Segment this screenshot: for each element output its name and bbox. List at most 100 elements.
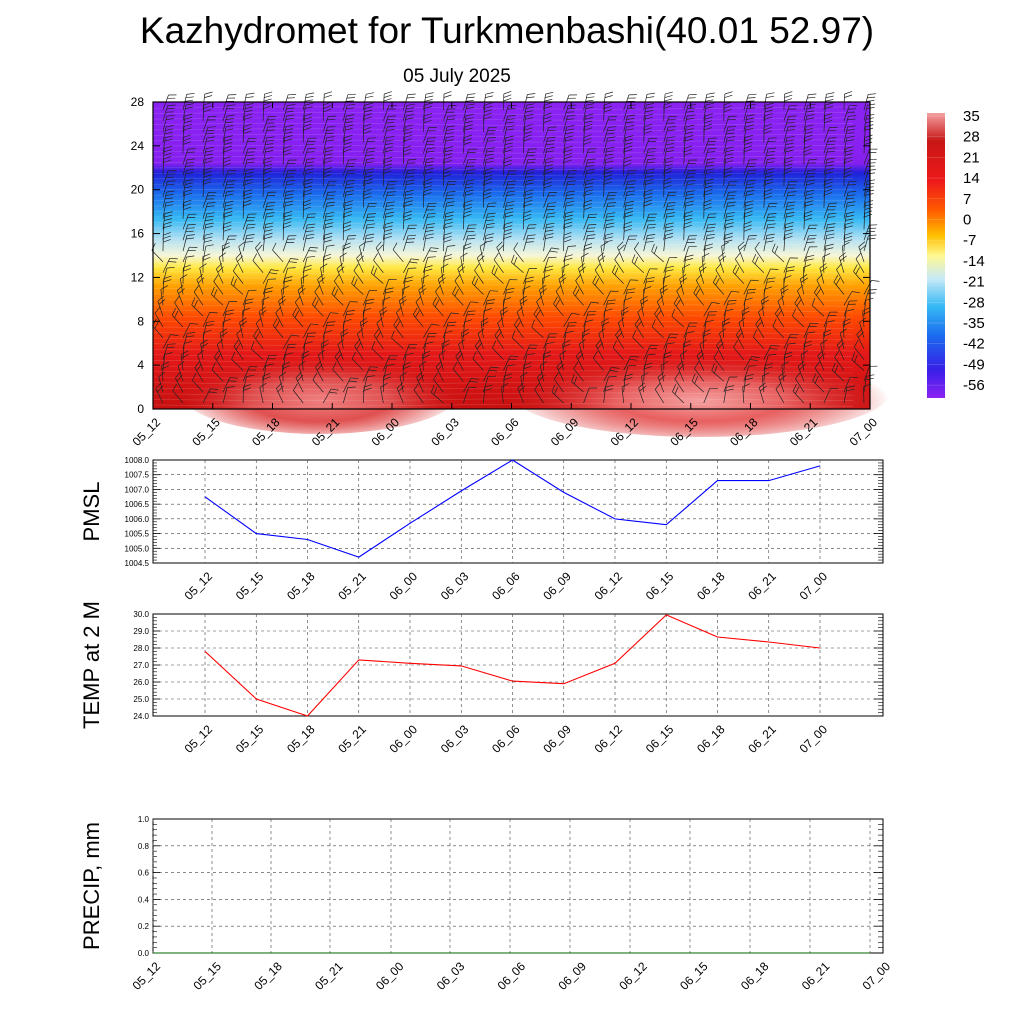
wind-barb — [803, 159, 817, 176]
colorbar-label: 21 — [963, 149, 980, 166]
wind-barb — [162, 275, 172, 295]
wind-barb — [282, 135, 293, 154]
wind-barb — [763, 213, 777, 230]
wind-barb — [733, 340, 745, 360]
wind-barb — [342, 377, 359, 393]
wind-barb — [342, 301, 358, 317]
wind-barb — [683, 104, 696, 121]
wind-barb — [230, 276, 244, 295]
wind-barb — [342, 200, 354, 219]
wind-barb — [583, 168, 595, 187]
wind-barb — [573, 361, 584, 382]
wind-barb — [723, 146, 735, 165]
x-tick-label: 05_18 — [284, 722, 318, 756]
wind-barb — [452, 361, 464, 382]
wind-barb — [683, 221, 693, 241]
wind-barb — [563, 170, 577, 187]
wind-barb — [583, 224, 597, 241]
y-tick-label: 1.0 — [138, 815, 150, 824]
wind-barb — [282, 258, 299, 273]
wind-barb — [262, 146, 274, 165]
wind-barb — [162, 180, 176, 197]
wind-barb — [162, 352, 173, 371]
wind-barb — [634, 242, 644, 263]
wind-barb — [514, 318, 524, 339]
isoline — [153, 249, 854, 253]
wind-barb — [503, 135, 514, 154]
wind-barb — [322, 156, 333, 176]
wind-barb — [783, 211, 795, 230]
wind-barb — [278, 371, 287, 393]
wind-barb — [182, 199, 192, 219]
wind-barb — [623, 373, 633, 393]
wind-barb — [314, 285, 324, 306]
wind-barb — [423, 247, 439, 263]
x-tick-label: 06_03 — [428, 415, 462, 449]
wind-barb — [162, 334, 179, 349]
wind-barb — [763, 137, 777, 154]
wind-barb — [275, 306, 284, 328]
wind-barb — [376, 317, 384, 339]
wind-barb — [583, 301, 600, 317]
wind-barb — [623, 180, 636, 197]
isoline — [152, 139, 853, 143]
wind-barb — [202, 177, 212, 197]
wind-barb — [382, 287, 394, 306]
wind-barb — [816, 274, 825, 295]
wind-barb — [443, 191, 456, 208]
wind-barb — [803, 103, 816, 121]
wind-barb — [663, 136, 676, 154]
wind-barb — [783, 266, 795, 284]
wind-barb — [463, 224, 477, 241]
wind-barb — [322, 191, 336, 208]
wind-barb — [255, 317, 264, 339]
wind-barb — [583, 213, 598, 230]
wind-barb — [382, 278, 397, 295]
wind-barb — [222, 124, 234, 143]
wind-barb — [695, 274, 705, 295]
wind-barb — [463, 189, 474, 208]
wind-barb — [523, 189, 534, 208]
wind-barb — [812, 373, 825, 393]
wind-barb — [282, 352, 294, 371]
wind-barb — [563, 114, 576, 132]
wind-barb — [743, 365, 757, 382]
wind-barb — [472, 351, 484, 371]
wind-barb — [382, 167, 392, 186]
wind-barb — [302, 158, 315, 176]
wind-barb — [222, 221, 232, 241]
wind-barb — [281, 361, 290, 382]
series-line — [204, 614, 821, 717]
wind-barb — [663, 351, 672, 371]
wind-barb — [643, 362, 653, 382]
wind-barb — [814, 285, 825, 306]
wind-barb — [623, 170, 637, 187]
isoline — [152, 387, 854, 390]
x-tick-label: 06_18 — [694, 569, 728, 603]
wind-barb — [342, 159, 357, 176]
wind-barb — [743, 279, 759, 295]
wind-barb — [843, 309, 855, 328]
wind-barb — [391, 330, 404, 350]
wind-barb — [402, 189, 414, 208]
wind-barb — [803, 210, 813, 230]
wind-barb — [162, 156, 172, 176]
wind-barb — [342, 235, 357, 252]
wind-barb — [703, 147, 717, 165]
wind-barb — [423, 137, 437, 154]
wind-barb — [242, 383, 252, 404]
wind-barb — [471, 275, 484, 295]
wind-barb — [676, 284, 685, 306]
wind-barb — [202, 191, 217, 208]
wind-barb — [795, 371, 805, 393]
wind-barb — [382, 125, 396, 143]
wind-barb — [623, 114, 636, 132]
wind-barb — [723, 232, 733, 252]
wind-barb — [543, 341, 555, 360]
wind-barb — [823, 147, 836, 165]
colorbar-label: 35 — [963, 108, 980, 125]
wind-barb — [322, 115, 337, 132]
wind-barb — [382, 105, 397, 121]
wind-barb — [362, 213, 376, 230]
colorbar-label: -14 — [963, 253, 985, 270]
